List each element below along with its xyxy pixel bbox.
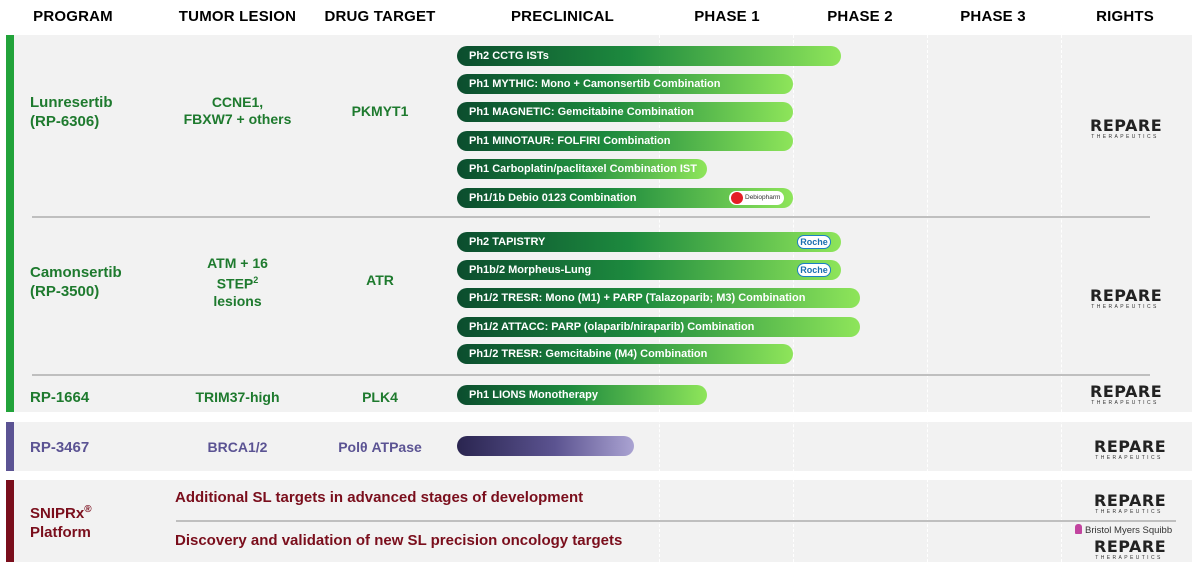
tumor-lesion-rp1664: TRIM37-high <box>195 389 280 405</box>
program-code: (RP-3500) <box>30 283 100 300</box>
program-rp1664: RP-1664 <box>30 389 90 406</box>
logo-subtext: THERAPEUTICS <box>1091 304 1159 310</box>
program-subname: Platform <box>30 524 91 541</box>
roche-logo: Roche <box>797 263 831 277</box>
drug-target-rp1664: PLK4 <box>362 389 398 405</box>
sniprx-row-discovery: Discovery and validation of new SL preci… <box>175 532 623 549</box>
trial-label: Ph2 TAPISTRY <box>469 236 546 248</box>
trial-bar: Ph1 LIONS Monotherapy <box>457 385 707 405</box>
logo-wordmark: REPARE <box>1090 382 1163 401</box>
repare-logo: REPARE THERAPEUTICS <box>1090 382 1163 406</box>
trial-label: Ph1 MYTHIC: Mono + Camonsertib Combinati… <box>469 78 721 90</box>
repare-logo: REPARE THERAPEUTICS <box>1090 116 1163 140</box>
trial-bar: Ph2 CCTG ISTs <box>457 46 841 66</box>
purple-stripe <box>6 422 14 471</box>
logo-subtext: THERAPEUTICS <box>1095 509 1163 515</box>
trial-label: Ph2 CCTG ISTs <box>469 50 549 62</box>
drug-target-camonsertib: ATR <box>366 272 394 288</box>
divider-phase3-rights <box>1061 35 1062 562</box>
program-name: Lunresertib <box>30 94 113 111</box>
trial-label: Ph1/1b Debio 0123 Combination <box>469 192 637 204</box>
program-name: Camonsertib <box>30 264 122 281</box>
tumor-lesion-camonsertib: ATM + 16 STEP2 lesions <box>170 255 305 310</box>
program-rp3467: RP-3467 <box>30 439 90 456</box>
program-code: (RP-6306) <box>30 113 100 130</box>
trial-bar: Ph1b/2 Morpheus-Lung Roche <box>457 260 841 280</box>
trial-label: Ph1 LIONS Monotherapy <box>469 389 598 401</box>
logo-subtext: THERAPEUTICS <box>1091 134 1159 140</box>
drug-target-rp3467: Polθ ATPase <box>338 439 422 455</box>
program-sniprx: SNIPRx® Platform <box>30 500 92 542</box>
trial-bar: Ph1/1b Debio 0123 Combination Debiopharm <box>457 188 793 208</box>
trial-label: Ph1 MINOTAUR: FOLFIRI Combination <box>469 135 671 147</box>
logo-wordmark: REPARE <box>1094 537 1167 556</box>
repare-logo: REPARE THERAPEUTICS <box>1094 437 1167 461</box>
header-phase3: PHASE 3 <box>960 8 1026 25</box>
lesion-line: STEP2 <box>170 272 305 293</box>
trial-bar: Ph1 MYTHIC: Mono + Camonsertib Combinati… <box>457 74 793 94</box>
separator-sniprx <box>176 520 1176 522</box>
registered-mark: ® <box>84 504 92 515</box>
trial-bar: Ph2 TAPISTRY Roche <box>457 232 841 252</box>
drug-target-lunresertib: PKMYT1 <box>351 103 409 119</box>
trial-bar: Ph1/2 ATTACC: PARP (olaparib/niraparib) … <box>457 317 860 337</box>
header-tumor-lesion: TUMOR LESION <box>178 8 297 25</box>
header-drug-target: DRUG TARGET <box>324 8 436 25</box>
tumor-lesion-rp3467: BRCA1/2 <box>207 439 268 455</box>
trial-label: Ph1/2 TRESR: Mono (M1) + PARP (Talazopar… <box>469 292 806 304</box>
program-name: SNIPRx® <box>30 500 92 523</box>
maroon-stripe <box>6 480 14 562</box>
header-phase2: PHASE 2 <box>827 8 893 25</box>
repare-logo: REPARE THERAPEUTICS <box>1090 286 1163 310</box>
logo-wordmark: REPARE <box>1094 491 1167 510</box>
lesion-text: STEP <box>216 275 254 292</box>
sniprx-row-advanced-targets: Additional SL targets in advanced stages… <box>175 489 584 506</box>
trial-bar: Ph1/2 TRESR: Gemcitabine (M4) Combinatio… <box>457 344 793 364</box>
trial-bar: Ph1 MINOTAUR: FOLFIRI Combination <box>457 131 793 151</box>
trial-label: Ph1 MAGNETIC: Gemcitabine Combination <box>469 106 694 118</box>
roche-logo: Roche <box>797 235 831 249</box>
logo-subtext: THERAPEUTICS <box>1091 400 1159 406</box>
lesion-line: CCNE1, <box>211 94 264 110</box>
lesion-line: ATM + 16 <box>207 255 268 271</box>
partner-label: Debiopharm <box>745 194 781 201</box>
footnote-marker: 2 <box>253 275 259 285</box>
header-preclinical: PRECLINICAL <box>510 8 615 25</box>
trial-label: Ph1/2 ATTACC: PARP (olaparib/niraparib) … <box>469 321 755 333</box>
bms-logo: Bristol Myers Squibb <box>1075 524 1172 536</box>
trial-label: Ph1 Carboplatin/paclitaxel Combination I… <box>469 163 697 175</box>
green-stripe <box>6 35 14 412</box>
program-camonsertib: Camonsertib (RP-3500) <box>30 263 122 301</box>
partner-label: Bristol Myers Squibb <box>1085 525 1173 536</box>
program-lunresertib: Lunresertib (RP-6306) <box>30 93 113 131</box>
debiopharm-logo: Debiopharm <box>729 191 785 205</box>
divider-phase2-phase3 <box>927 35 928 562</box>
logo-subtext: THERAPEUTICS <box>1095 455 1163 461</box>
trial-bar: Ph1 Carboplatin/paclitaxel Combination I… <box>457 159 707 179</box>
header-rights: RIGHTS <box>1096 8 1154 25</box>
lesion-line: lesions <box>213 292 262 309</box>
trial-label: Ph1/2 TRESR: Gemcitabine (M4) Combinatio… <box>469 348 708 360</box>
tumor-lesion-lunresertib: CCNE1, FBXW7 + others <box>170 94 305 128</box>
trial-bar: Ph1 MAGNETIC: Gemcitabine Combination <box>457 102 793 122</box>
logo-wordmark: REPARE <box>1090 116 1163 135</box>
preclinical-bar <box>457 436 634 456</box>
debiopharm-dot-icon <box>731 192 743 204</box>
lesion-line: FBXW7 + others <box>183 111 292 127</box>
logo-subtext: THERAPEUTICS <box>1095 555 1163 561</box>
trial-bar: Ph1/2 TRESR: Mono (M1) + PARP (Talazopar… <box>457 288 860 308</box>
bms-icon <box>1075 524 1082 534</box>
header-program: PROGRAM <box>33 8 113 25</box>
repare-logo: REPARE THERAPEUTICS <box>1094 491 1167 515</box>
repare-logo: REPARE THERAPEUTICS <box>1094 537 1167 561</box>
separator-lunresertib-camonsertib <box>32 216 1150 218</box>
header-phase1: PHASE 1 <box>694 8 760 25</box>
trial-label: Ph1b/2 Morpheus-Lung <box>469 264 592 276</box>
separator-camonsertib-rp1664 <box>32 374 1150 376</box>
logo-wordmark: REPARE <box>1090 286 1163 305</box>
logo-wordmark: REPARE <box>1094 437 1167 456</box>
sniprx-name: SNIPRx <box>30 505 85 522</box>
